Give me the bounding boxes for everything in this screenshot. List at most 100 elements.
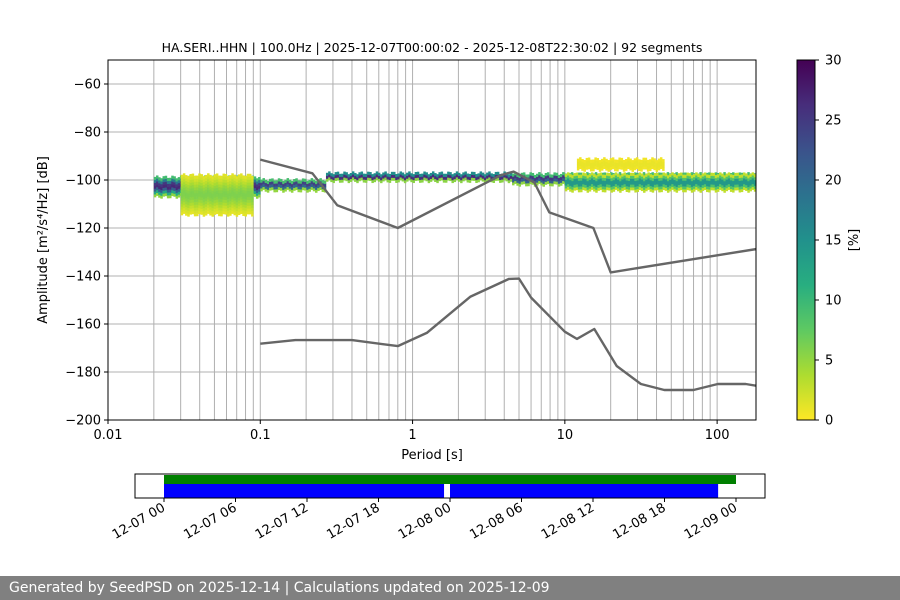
psd-density-cell <box>590 186 594 190</box>
psd-density-cell <box>509 172 513 176</box>
psd-density-cell <box>386 179 390 183</box>
psd-density-cell <box>531 181 535 185</box>
psd-density-cell <box>624 167 628 171</box>
psd-density-cell <box>595 189 598 193</box>
psd-density-cell <box>732 180 735 184</box>
psd-density-cell <box>732 186 735 190</box>
psd-density-cell <box>734 175 737 179</box>
psd-density-cell <box>645 173 648 177</box>
psd-density-cell <box>466 173 470 177</box>
psd-density-cell <box>609 163 613 168</box>
psd-density-cell <box>721 182 724 186</box>
psd-density-cell <box>253 187 257 192</box>
psd-density-cell <box>659 165 663 170</box>
psd-density-cell <box>475 179 478 183</box>
psd-density-cell <box>567 186 570 190</box>
psd-density-cell <box>447 174 450 178</box>
psd-density-cell <box>703 178 707 182</box>
psd-density-cell <box>295 184 298 188</box>
psd-density-cell <box>708 189 711 193</box>
psd-density-cell <box>576 161 580 165</box>
psd-density-cell <box>264 188 268 192</box>
psd-density-cell <box>703 172 707 176</box>
psd-density-cell <box>645 179 648 183</box>
psd-density-cell <box>516 182 519 186</box>
psd-density-cell <box>290 186 294 190</box>
psd-density-cell <box>483 174 487 178</box>
timeline-tick-label: 12-08 12 <box>539 500 597 542</box>
psd-density-cell <box>642 163 645 167</box>
psd-density-cell <box>529 180 532 185</box>
psd-density-cell <box>427 179 431 184</box>
psd-density-cell <box>736 172 739 176</box>
psd-density-cell <box>703 186 707 191</box>
psd-density-cell <box>624 164 628 169</box>
psd-density-cell <box>564 188 568 192</box>
psd-density-cell <box>666 172 670 176</box>
psd-density-cell <box>185 192 188 196</box>
psd-density-cell <box>512 179 515 183</box>
psd-density-cell <box>740 172 744 176</box>
psd-density-cell <box>603 174 607 178</box>
psd-density-cell <box>671 172 674 176</box>
psd-density-cell <box>358 175 361 179</box>
psd-density-cell <box>164 187 168 191</box>
psd-density-cell <box>166 195 170 199</box>
psd-density-cell <box>226 204 230 209</box>
psd-density-cell <box>301 184 305 188</box>
psd-density-cell <box>693 182 696 186</box>
psd-density-cell <box>621 176 624 180</box>
psd-density-cell <box>645 176 648 180</box>
psd-density-cell <box>468 179 472 183</box>
psd-density-cell <box>593 182 596 186</box>
psd-density-cell <box>614 165 617 169</box>
psd-density-cell <box>614 162 617 166</box>
psd-density-cell <box>279 187 283 191</box>
psd-density-cell <box>323 180 327 184</box>
psd-density-cell <box>277 186 281 191</box>
psd-density-cell <box>659 160 663 164</box>
psd-density-cell <box>640 187 644 192</box>
psd-density-cell <box>224 182 228 186</box>
psd-density-cell <box>351 177 355 181</box>
psd-density-cell <box>211 178 214 183</box>
psd-density-cell <box>235 184 239 188</box>
psd-density-cell <box>193 204 197 208</box>
psd-density-cell <box>242 201 245 205</box>
psd-density-cell <box>542 180 546 184</box>
psd-density-cell <box>306 183 309 187</box>
psd-density-cell <box>587 166 591 170</box>
psd-density-cell <box>605 158 608 162</box>
psd-density-cell <box>279 184 283 188</box>
psd-density-cell <box>153 194 157 198</box>
psd-density-cell <box>649 162 652 166</box>
psd-density-cell <box>408 174 411 178</box>
psd-density-cell <box>638 172 642 176</box>
psd-density-cell <box>220 181 223 185</box>
psd-density-cell <box>220 178 223 182</box>
psd-density-cell <box>716 174 720 178</box>
psd-density-cell <box>218 189 221 194</box>
psd-density-cell <box>590 175 594 179</box>
psd-density-cell <box>666 175 670 179</box>
psd-density-cell <box>632 175 635 179</box>
psd-density-cell <box>173 187 176 192</box>
psd-density-cell <box>496 171 500 175</box>
psd-density-cell <box>220 193 223 197</box>
psd-density-cell <box>213 188 217 192</box>
psd-density-cell <box>688 178 692 183</box>
psd-density-cell <box>166 189 170 193</box>
psd-density-cell <box>235 199 239 203</box>
psd-density-cell <box>358 172 361 176</box>
psd-density-cell <box>332 179 335 184</box>
psd-density-cell <box>416 174 420 178</box>
psd-density-cell <box>390 171 394 176</box>
psd-density-cell <box>218 184 221 188</box>
psd-density-cell <box>290 189 294 193</box>
psd-density-cell <box>347 177 351 181</box>
noise-models <box>259 158 756 392</box>
psd-density-cell <box>222 202 225 206</box>
psd-density-cell <box>603 177 607 181</box>
psd-density-cell <box>180 203 184 207</box>
psd-density-cell <box>716 177 720 181</box>
